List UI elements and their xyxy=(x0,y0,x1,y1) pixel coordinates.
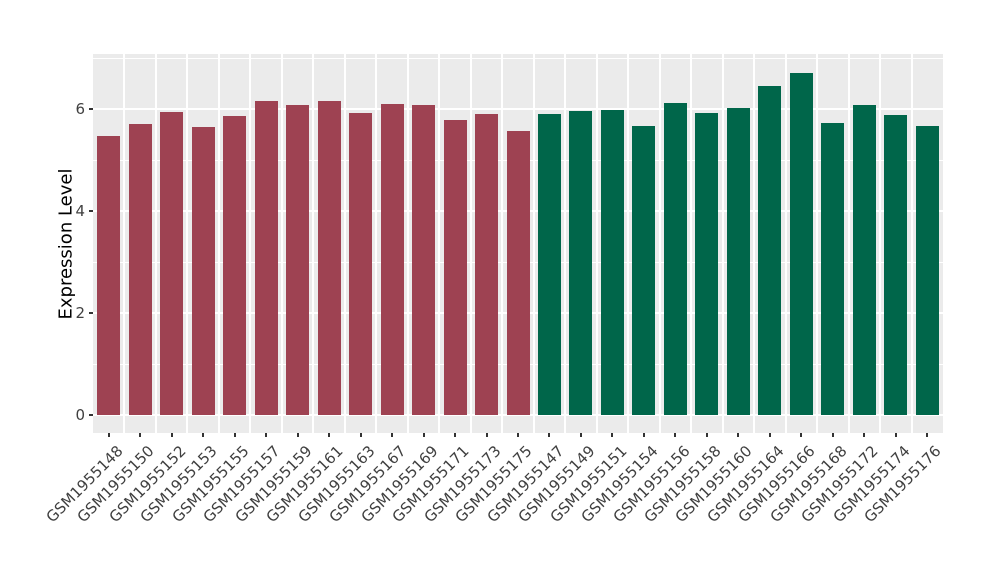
gridline-major xyxy=(93,108,943,110)
x-tick xyxy=(485,433,488,437)
gridline-vertical xyxy=(627,54,630,433)
x-tick xyxy=(737,433,740,437)
y-tick-label: 6 xyxy=(75,100,85,118)
gridline-vertical xyxy=(501,54,504,433)
gridline-vertical xyxy=(753,54,756,433)
x-tick xyxy=(642,433,645,437)
gridline-vertical xyxy=(469,54,472,433)
bar xyxy=(915,125,939,415)
gridline-vertical xyxy=(595,54,598,433)
x-tick xyxy=(265,433,268,437)
gridline-vertical xyxy=(375,54,378,433)
bar xyxy=(412,104,436,415)
gridline-vertical xyxy=(784,54,787,433)
gridline-vertical xyxy=(438,54,441,433)
x-tick xyxy=(422,433,425,437)
gridline-vertical xyxy=(217,54,220,433)
bar xyxy=(758,86,782,415)
bar xyxy=(223,115,247,415)
x-tick xyxy=(894,433,897,437)
x-tick xyxy=(768,433,771,437)
x-tick xyxy=(233,433,236,437)
gridline-vertical xyxy=(879,54,882,433)
x-tick xyxy=(831,433,834,437)
x-tick xyxy=(170,433,173,437)
bar xyxy=(821,122,845,415)
gridline-vertical xyxy=(564,54,567,433)
y-tick-label: 2 xyxy=(75,304,85,322)
x-tick xyxy=(926,433,929,437)
x-tick xyxy=(611,433,614,437)
gridline-major xyxy=(93,414,943,416)
bar xyxy=(852,104,876,415)
x-tick xyxy=(391,433,394,437)
gridline-vertical xyxy=(249,54,252,433)
bar xyxy=(537,114,561,415)
bar xyxy=(380,103,404,415)
bar xyxy=(663,102,687,415)
gridline-vertical xyxy=(690,54,693,433)
y-tick-label: 4 xyxy=(75,202,85,220)
bar xyxy=(128,124,152,415)
x-tick xyxy=(579,433,582,437)
bar xyxy=(286,104,310,415)
y-tick xyxy=(89,210,93,212)
bar xyxy=(884,114,908,415)
gridline-vertical xyxy=(154,54,157,433)
bar xyxy=(726,108,750,415)
bar xyxy=(191,127,215,415)
gridline-vertical xyxy=(280,54,283,433)
plot-panel xyxy=(93,54,943,433)
gridline-vertical xyxy=(910,54,913,433)
x-tick xyxy=(517,433,519,437)
bar xyxy=(695,113,719,415)
bar xyxy=(317,101,341,415)
bar xyxy=(97,135,121,415)
bar xyxy=(443,119,467,415)
y-axis-title: Expression Level xyxy=(55,168,77,319)
bar xyxy=(160,111,184,415)
bar xyxy=(506,130,530,415)
gridline-vertical xyxy=(658,54,661,433)
gridline-vertical xyxy=(123,54,126,433)
bar xyxy=(632,125,656,415)
y-tick-label: 0 xyxy=(75,406,85,424)
x-tick xyxy=(359,433,362,437)
x-tick xyxy=(454,433,457,437)
x-tick xyxy=(863,433,866,437)
x-tick xyxy=(800,433,803,437)
gridline-vertical xyxy=(721,54,724,433)
x-tick xyxy=(139,433,142,437)
bar xyxy=(254,100,278,415)
gridline-vertical xyxy=(816,54,819,433)
x-tick xyxy=(107,433,110,437)
gridline-vertical xyxy=(343,54,346,433)
gridline-minor xyxy=(93,57,943,59)
x-tick xyxy=(202,433,205,437)
y-tick xyxy=(89,108,93,110)
gridline-vertical xyxy=(186,54,189,433)
x-tick xyxy=(328,433,331,437)
y-tick xyxy=(89,312,93,314)
y-tick xyxy=(89,414,93,416)
x-tick xyxy=(705,433,708,437)
bar xyxy=(600,109,624,415)
x-tick xyxy=(296,433,299,437)
gridline-vertical xyxy=(532,54,535,433)
gridline-vertical xyxy=(847,54,850,433)
gridline-vertical xyxy=(406,54,409,433)
bar xyxy=(475,113,499,415)
x-tick xyxy=(548,433,551,437)
bar xyxy=(789,72,813,415)
gridline-vertical xyxy=(312,54,315,433)
x-tick xyxy=(674,433,677,437)
bar xyxy=(349,113,373,415)
bar xyxy=(569,110,593,415)
